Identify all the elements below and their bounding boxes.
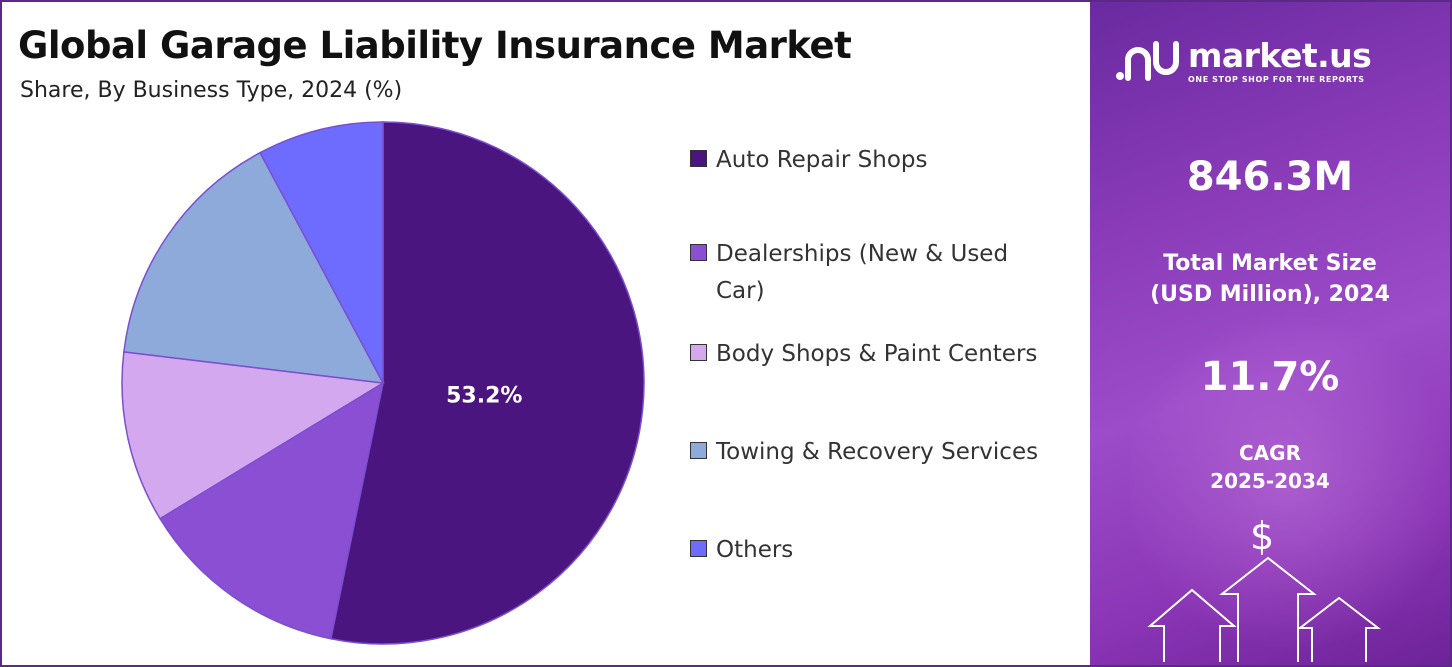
brand-logo: market.us ONE STOP SHOP FOR THE REPORTS <box>1114 35 1372 84</box>
legend-swatch <box>690 442 707 459</box>
legend-item-auto-repair-shops: Auto Repair Shops <box>690 142 1066 179</box>
pie-data-label: 53.2% <box>446 384 522 409</box>
legend-swatch <box>690 150 707 167</box>
pie-slice-body-shops-paint-centers <box>121 351 386 520</box>
summary-panel: market.us ONE STOP SHOP FOR THE REPORTS … <box>1090 2 1450 665</box>
legend-swatch <box>690 540 707 557</box>
market-size-value: 846.3M <box>1186 154 1354 200</box>
legend-item-body-shops: Body Shops & Paint Centers <box>690 336 1066 373</box>
pie-slice-auto-repair-shops <box>329 121 645 645</box>
legend-label: Towing & Recovery Services <box>716 439 1039 465</box>
market-size-label-line1: Total Market Size <box>1163 251 1377 276</box>
legend-item-dealerships: Dealerships (New & Used Car) <box>690 236 1046 310</box>
background-glow <box>1130 302 1450 662</box>
market-us-logo-icon <box>1116 41 1179 81</box>
legend-swatch <box>690 244 707 261</box>
cagr-label-line1: CAGR <box>1239 441 1301 465</box>
pie-slice-dealerships-new-used-car <box>159 381 385 640</box>
chart-title: Global Garage Liability Insurance Market <box>18 24 852 67</box>
chart-panel: Global Garage Liability Insurance Market… <box>2 2 1089 665</box>
legend-label: Auto Repair Shops <box>716 147 928 173</box>
cagr-label-line2: 2025-2034 <box>1210 469 1330 493</box>
brand-tagline: ONE STOP SHOP FOR THE REPORTS <box>1188 74 1365 84</box>
dollar-icon: $ <box>1250 514 1275 558</box>
legend-label: Dealerships (New & Used Car) <box>716 241 1009 304</box>
brand-name: market.us <box>1188 35 1372 75</box>
cagr-value: 11.7% <box>1200 354 1340 400</box>
chart-subtitle: Share, By Business Type, 2024 (%) <box>20 78 403 103</box>
pie-slice-others <box>259 121 384 384</box>
pie-slice-towing-recovery-services <box>123 151 385 384</box>
growth-arrows-icon <box>1147 556 1381 662</box>
market-size-label-line2: (USD Million), 2024 <box>1150 282 1390 307</box>
legend-item-others: Others <box>690 532 1066 569</box>
pie-chart: 53.2% <box>121 121 645 645</box>
legend-item-towing: Towing & Recovery Services <box>690 434 1066 471</box>
legend-swatch <box>690 344 707 361</box>
legend-label: Others <box>716 537 794 563</box>
legend-label: Body Shops & Paint Centers <box>716 341 1038 367</box>
